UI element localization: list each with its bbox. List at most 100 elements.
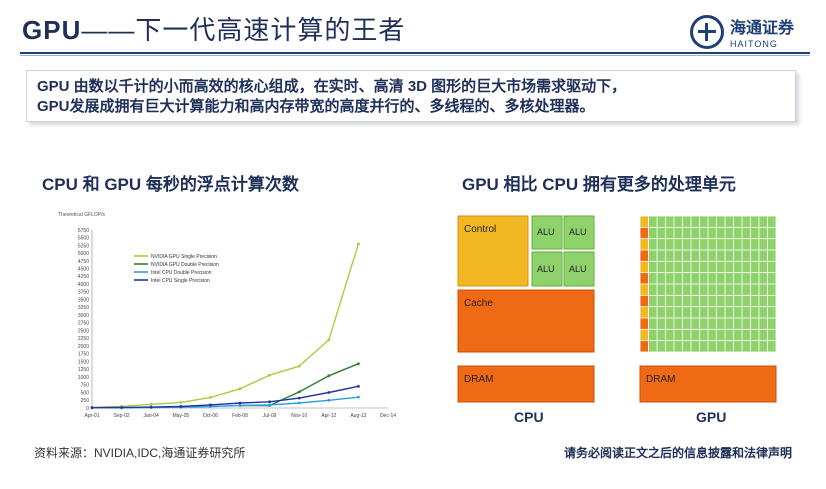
gpu-core-cell: [725, 216, 734, 227]
gpu-core-cell: [699, 239, 708, 250]
gpu-core-cell: [648, 250, 657, 261]
gpu-core-cell: [640, 341, 649, 352]
gpu-core-cell: [725, 307, 734, 318]
gpu-core-cell: [767, 239, 776, 250]
gpu-caption: GPU: [696, 409, 726, 425]
gpu-core-cell: [708, 329, 717, 341]
gpu-core-cell: [648, 227, 657, 239]
gpu-core-cell: [716, 318, 725, 329]
gpu-core-cell: [699, 318, 708, 329]
gpu-core-cell: [699, 329, 708, 341]
gpu-core-cell: [733, 216, 742, 227]
y-tick-label: 3250: [78, 305, 89, 311]
gpu-core-cell: [682, 295, 691, 307]
gpu-core-cell: [665, 273, 674, 284]
gpu-core-cell: [733, 250, 742, 261]
gpu-core-cell: [733, 329, 742, 341]
cpu-alu-2: [563, 215, 595, 250]
x-tick-label: Jan-04: [144, 413, 160, 419]
gpu-core-cell: [725, 329, 734, 341]
gpu-core-cell: [648, 273, 657, 284]
gpu-core-cell: [742, 295, 751, 307]
gpu-core-cell: [640, 227, 649, 239]
gpu-core-cell: [674, 227, 683, 239]
gpu-core-cell: [725, 239, 734, 250]
gpu-core-cell: [733, 295, 742, 307]
gpu-core-cell: [716, 307, 725, 318]
gpu-core-cell: [742, 216, 751, 227]
gpu-core-cell: [691, 227, 700, 239]
gpu-core-cell: [674, 307, 683, 318]
gpu-core-cell: [657, 261, 666, 273]
y-tick-label: 250: [81, 398, 90, 404]
series-point-0: [238, 387, 242, 391]
y-tick-label: 4500: [78, 266, 89, 272]
gpu-core-cell: [691, 216, 700, 227]
gpu-core-cell: [699, 250, 708, 261]
gpu-core-cell: [682, 216, 691, 227]
intro-box: GPU 由数以千计的小而高效的核心组成，在实时、高清 3D 图形的巨大市场需求驱…: [26, 70, 796, 122]
y-tick-label: 1750: [78, 352, 89, 358]
series-point-3: [327, 391, 331, 394]
gpu-core-cell: [708, 239, 717, 250]
gpu-core-cell: [750, 261, 759, 273]
gpu-core-cell: [759, 329, 768, 341]
gpu-core-cell: [674, 239, 683, 250]
series-point-3: [120, 406, 123, 409]
gpu-core-cell: [657, 273, 666, 284]
cpu-dram-label: DRAM: [464, 374, 493, 385]
left-section-title: CPU 和 GPU 每秒的浮点计算次数: [42, 175, 299, 194]
gpu-core-cell: [699, 273, 708, 284]
chart-title: Theoretical GFLOP/s: [58, 212, 105, 218]
y-tick-label: 500: [81, 390, 90, 396]
gpu-core-cell: [682, 307, 691, 318]
gpu-core-cell: [716, 239, 725, 250]
gpu-core-cell: [725, 273, 734, 284]
gpu-core-cell: [657, 239, 666, 250]
gpu-core-cell: [657, 318, 666, 329]
gpu-core-cell: [691, 273, 700, 284]
header-divider: [20, 52, 810, 54]
gpu-core-cell: [733, 273, 742, 284]
gpu-core-cell: [750, 250, 759, 261]
gpu-core-cell: [708, 318, 717, 329]
gpu-core-cell: [759, 318, 768, 329]
gpu-core-cell: [742, 284, 751, 295]
gpu-core-cell: [682, 329, 691, 341]
gpu-core-cell: [657, 295, 666, 307]
y-tick-label: 1250: [78, 367, 89, 373]
cpu-alu-1: [531, 215, 563, 250]
gpu-core-cell: [691, 295, 700, 307]
gpu-core-cell: [640, 307, 649, 318]
gpu-core-cell: [733, 307, 742, 318]
gpu-core-cell: [759, 227, 768, 239]
gpu-core-cell: [750, 239, 759, 250]
series-point-0: [268, 373, 271, 377]
series-point-1: [297, 390, 301, 394]
gpu-core-cell: [733, 318, 742, 329]
gpu-core-cell: [691, 318, 700, 329]
gpu-core-cell: [725, 250, 734, 261]
gpu-core-cell: [750, 307, 759, 318]
gpu-core-cell: [759, 307, 768, 318]
gpu-core-cell: [699, 295, 708, 307]
gpu-core-cell: [742, 261, 751, 273]
gpu-core-cell: [750, 329, 759, 341]
gpu-core-cell: [733, 239, 742, 250]
gpu-core-cell: [699, 216, 708, 227]
gpu-core-cell: [665, 227, 674, 239]
gpu-core-cell: [657, 329, 666, 341]
series-point-2: [238, 404, 242, 407]
gpu-core-cell: [750, 295, 759, 307]
gpu-core-cell: [767, 261, 776, 273]
series-point-3: [297, 396, 301, 400]
gpu-core-cell: [682, 250, 691, 261]
gpu-core-cell: [733, 341, 742, 352]
gpu-core-cell: [750, 273, 759, 284]
series-point-3: [209, 403, 212, 407]
gpu-core-cell: [725, 341, 734, 352]
gpu-core-cell: [750, 318, 759, 329]
x-tick-label: Nov-10: [291, 413, 307, 419]
page-title: GPU——下一代高速计算的王者: [22, 10, 405, 47]
gpu-core-cell: [665, 284, 674, 295]
